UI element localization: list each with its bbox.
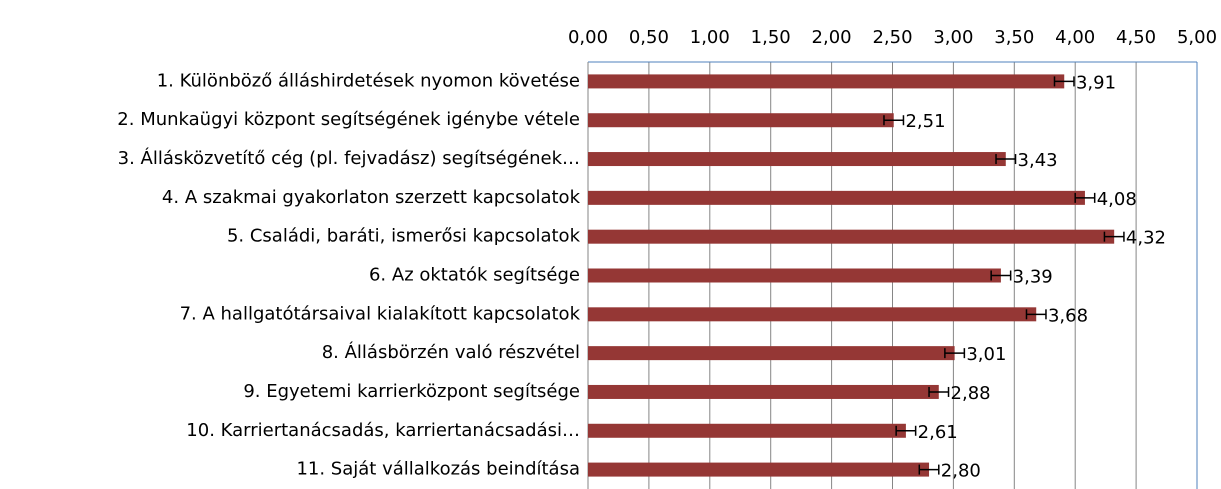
y-tick-label: 7. A hallgatótársaival kialakított kapcs… [180,303,581,324]
x-tick-label: 2,00 [812,27,852,48]
y-tick-label: 9. Egyetemi karrierközpont segítsége [243,381,580,402]
y-tick-label: 6. Az oktatók segítsége [369,265,580,286]
bar [588,307,1037,322]
data-label: 2,80 [941,461,981,482]
y-tick-label: 5. Családi, baráti, ismerősi kapcsolatok [227,226,581,247]
data-label: 2,61 [918,422,958,443]
data-label: 3,91 [1076,72,1116,93]
x-tick-label: 5,00 [1177,27,1217,48]
data-label: 2,51 [905,111,945,132]
x-tick-label: 1,00 [690,27,730,48]
bar [588,462,930,477]
y-tick-label: 8. Állásbörzén való részvétel [322,341,580,363]
x-tick-label: 3,50 [994,27,1034,48]
data-label: 4,08 [1097,189,1137,210]
x-tick-label: 2,50 [872,27,912,48]
x-tick-label: 4,50 [1116,27,1156,48]
data-label: 3,43 [1018,150,1058,171]
x-tick-label: 3,00 [933,27,973,48]
y-tick-label: 3. Állásközvetítő cég (pl. fejvadász) se… [118,147,580,169]
x-tick-label: 0,00 [568,27,608,48]
bar [588,346,955,361]
x-tick-label: 0,50 [629,27,669,48]
bar [588,113,894,128]
x-tick-label: 4,00 [1055,27,1095,48]
x-tick-label: 1,50 [751,27,791,48]
y-tick-label: 2. Munkaügyi központ segítségének igényb… [117,109,580,130]
bar [588,74,1065,89]
data-label: 4,32 [1126,228,1166,249]
y-tick-label: 1. Különböző álláshirdetések nyomon köve… [157,70,580,91]
bar [588,229,1115,244]
bar [588,152,1006,167]
data-label: 3,39 [1013,267,1053,288]
bar [588,190,1085,205]
y-tick-label: 4. A szakmai gyakorlaton szerzett kapcso… [162,187,581,208]
data-label: 3,68 [1048,305,1088,326]
bar [588,423,906,438]
data-label: 2,88 [951,383,991,404]
y-tick-label: 10. Karriertanácsadás, karriertanácsadás… [186,420,580,441]
data-label: 3,01 [966,344,1006,365]
bar [588,384,939,399]
y-tick-label: 11. Saját vállalkozás beindítása [296,459,580,480]
bar [588,268,1001,283]
